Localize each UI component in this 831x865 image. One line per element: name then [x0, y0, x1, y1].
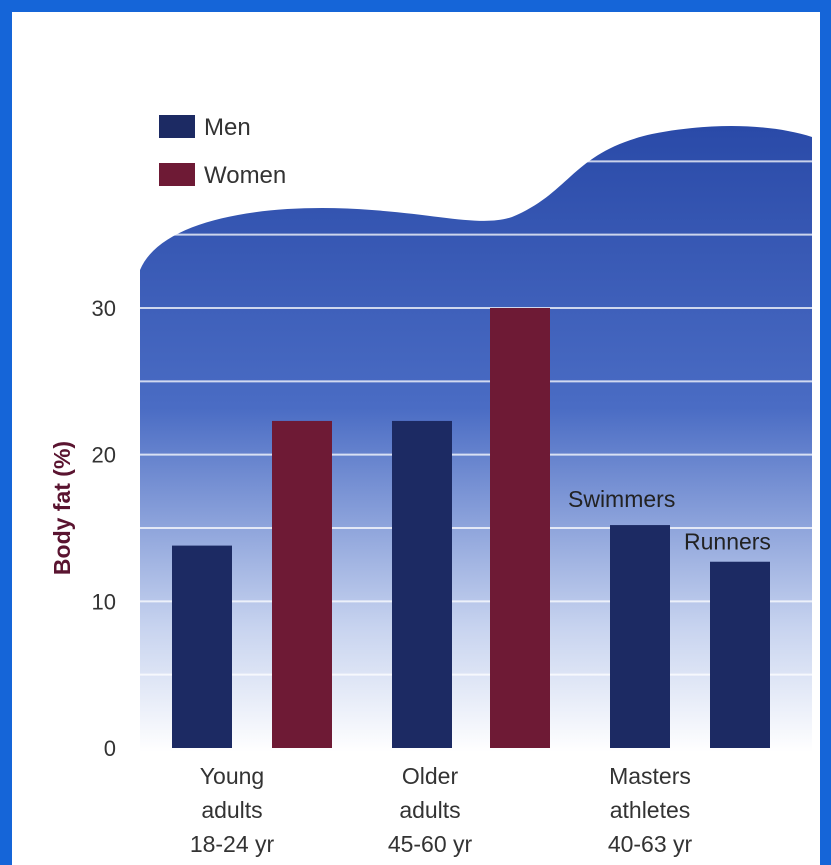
legend-swatch-women [159, 163, 195, 186]
x-axis-categories: Young adults 18-24 yr Older adults 45-60 yr Ma… [190, 763, 693, 857]
y-tick-label: 10 [92, 589, 116, 614]
body-fat-bar-chart: Swimmers Runners 0 10 20 30 Young adults 18-24… [49, 114, 812, 857]
y-tick-label: 20 [92, 443, 116, 468]
y-tick-label: 30 [92, 296, 116, 321]
legend-label-women: Women [204, 162, 286, 189]
category-label: Masters [609, 763, 691, 789]
bar-women [272, 420, 332, 748]
bar-men [392, 420, 452, 748]
bar-annotation-swimmers: Swimmers [568, 486, 675, 512]
y-axis-label: Body fat (%) [49, 441, 75, 575]
bar-men [172, 545, 232, 748]
category-label: Young [200, 763, 264, 789]
category-label: athletes [610, 797, 691, 823]
bars: Swimmers Runners [172, 308, 771, 748]
category-label: adults [201, 797, 262, 823]
y-axis: 0 10 20 30 [92, 296, 116, 761]
bar-women [490, 308, 550, 748]
bar-men [710, 561, 770, 748]
slide-frame: Swimmers Runners 0 10 20 30 Young adults 18-24… [12, 12, 820, 865]
category-label: 45-60 yr [388, 831, 473, 857]
category-label: Older [402, 763, 459, 789]
legend: Men Women [159, 114, 286, 189]
gridlines [140, 160, 812, 676]
category-label: 40-63 yr [608, 831, 693, 857]
category-label: 18-24 yr [190, 831, 275, 857]
bar-men [610, 525, 670, 748]
bar-annotation-runners: Runners [684, 529, 771, 555]
legend-swatch-men [159, 115, 195, 138]
legend-label-men: Men [204, 114, 251, 141]
y-tick-label: 0 [104, 736, 116, 761]
category-label: adults [399, 797, 460, 823]
